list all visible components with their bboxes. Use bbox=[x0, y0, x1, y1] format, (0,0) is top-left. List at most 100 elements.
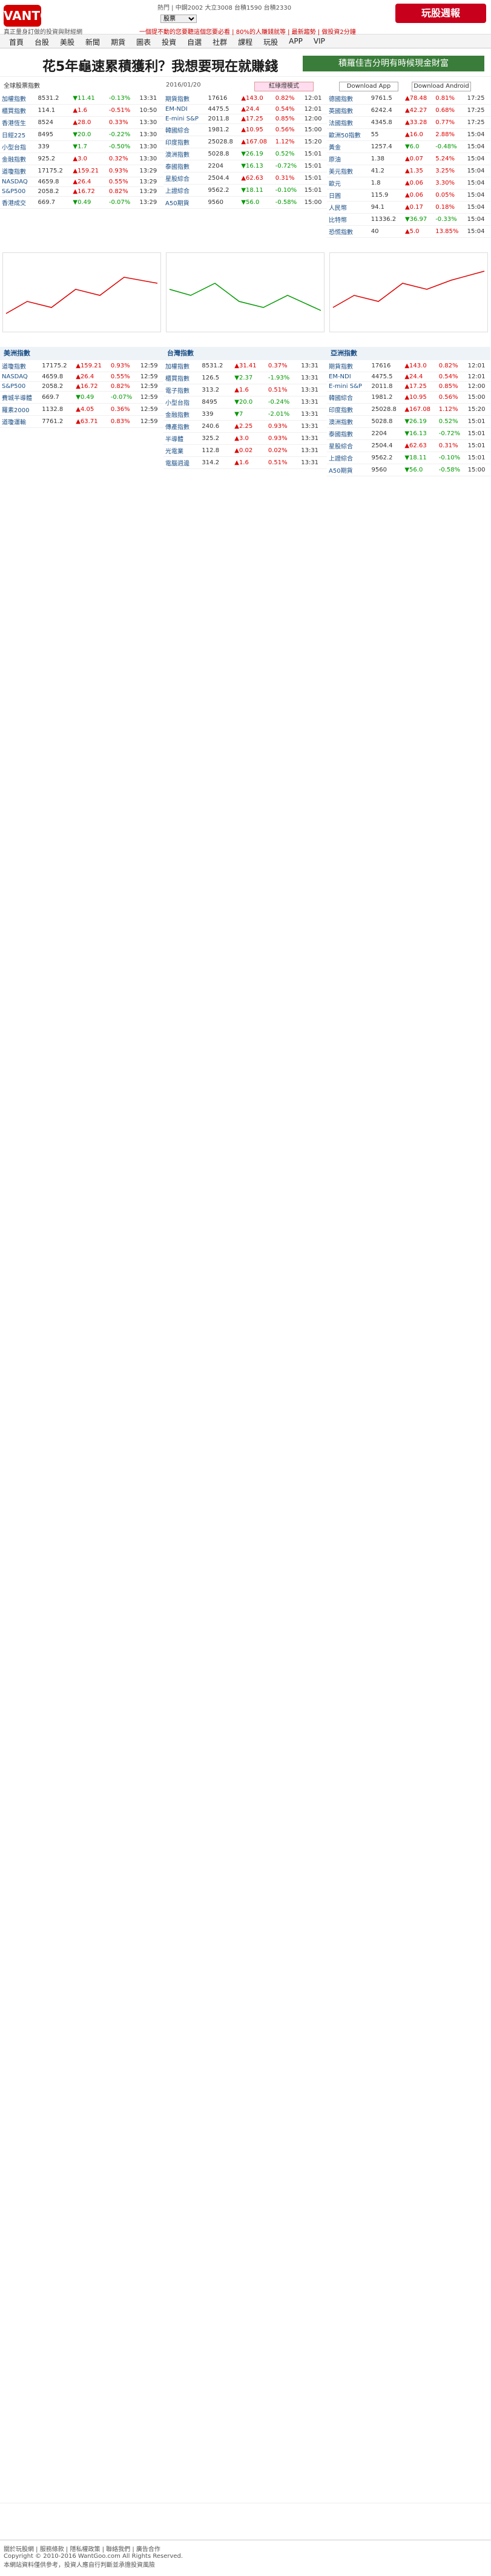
index-name[interactable]: E-mini S&P bbox=[327, 381, 370, 392]
index-row[interactable]: NASDAQ 4659.8 ▲26.4 0.55% 13:29 bbox=[0, 177, 163, 187]
index-row[interactable]: 泰國指數 2204 ▼16.13 -0.72% 15:01 bbox=[163, 160, 327, 172]
index-row[interactable]: 道瓊指數 17175.2 ▲159.21 0.93% 13:29 bbox=[0, 165, 163, 177]
index-name[interactable]: 韓國綜合 bbox=[163, 123, 206, 136]
index-row[interactable]: 法國指數 4345.8 ▲33.28 0.77% 17:25 bbox=[327, 116, 490, 129]
index-name[interactable]: 小型台指 bbox=[0, 140, 36, 153]
index-row[interactable]: 星股綜合 2504.4 ▲62.63 0.31% 15:01 bbox=[327, 439, 490, 452]
index-name[interactable]: 傳產指數 bbox=[163, 420, 200, 433]
index-name[interactable]: 期貨指數 bbox=[327, 360, 370, 372]
index-name[interactable]: 澳洲指數 bbox=[327, 415, 370, 428]
site-logo[interactable]: VANTO bbox=[4, 5, 50, 27]
nav-item[interactable]: 圖表 bbox=[136, 38, 151, 47]
index-name[interactable]: 光電業 bbox=[163, 444, 200, 457]
index-name[interactable]: 泰國指數 bbox=[327, 427, 370, 440]
index-name[interactable]: 星股綜合 bbox=[163, 172, 206, 185]
index-name[interactable]: 原油 bbox=[327, 153, 369, 165]
index-row[interactable]: 上證綜合 9562.2 ▼18.11 -0.10% 15:01 bbox=[327, 452, 490, 464]
index-row[interactable]: A50期貨 9560 ▼56.0 -0.58% 15:00 bbox=[163, 196, 327, 209]
index-name[interactable]: 櫃買指數 bbox=[163, 372, 200, 384]
index-row[interactable]: S&P500 2058.2 ▲16.72 0.82% 12:59 bbox=[0, 381, 163, 392]
index-name[interactable]: 道瓊運輸 bbox=[0, 415, 41, 428]
index-row[interactable]: 金融指數 339 ▼7 -2.01% 13:31 bbox=[163, 408, 327, 421]
index-row[interactable]: 星股綜合 2504.4 ▲62.63 0.31% 15:01 bbox=[163, 172, 327, 185]
index-name[interactable]: 電腦週邊 bbox=[163, 456, 200, 469]
index-name[interactable]: 星股綜合 bbox=[327, 439, 370, 452]
index-row[interactable]: 德國指數 9761.5 ▲78.48 0.81% 17:25 bbox=[327, 93, 490, 105]
index-row[interactable]: EM-NDI 4475.5 ▲24.4 0.54% 12:01 bbox=[163, 104, 327, 114]
index-name[interactable]: 比特幣 bbox=[327, 213, 369, 226]
mini-chart[interactable] bbox=[329, 252, 488, 332]
index-name[interactable]: 羅素2000 bbox=[0, 403, 41, 416]
index-row[interactable]: 英國指數 6242.4 ▲42.27 0.68% 17:25 bbox=[327, 104, 490, 117]
index-row[interactable]: 櫃買指數 126.5 ▼2.37 -1.93% 13:31 bbox=[163, 372, 327, 384]
index-name[interactable]: 日經225 bbox=[0, 128, 36, 141]
index-name[interactable]: 人民幣 bbox=[327, 201, 369, 214]
index-name[interactable]: NASDAQ bbox=[0, 177, 36, 187]
index-name[interactable]: 歐元 bbox=[327, 177, 369, 189]
index-row[interactable]: 期貨指數 17616 ▲143.0 0.82% 12:01 bbox=[327, 360, 490, 372]
index-name[interactable]: 日圓 bbox=[327, 189, 369, 202]
index-row[interactable]: 道瓊運輸 7761.2 ▲63.71 0.83% 12:59 bbox=[0, 415, 163, 428]
index-row[interactable]: 櫃買指數 114.1 ▲1.6 -0.51% 10:50 bbox=[0, 104, 163, 117]
index-name[interactable]: 小型台指 bbox=[163, 396, 200, 409]
ticker-text[interactable]: 熱門 | 中鋼2002 大立3008 台積1590 台積2330 bbox=[157, 5, 292, 12]
nav-item[interactable]: 社群 bbox=[213, 38, 228, 47]
index-name[interactable]: A50期貨 bbox=[163, 196, 206, 209]
index-row[interactable]: 香港恆生 8524 ▲28.0 0.33% 13:30 bbox=[0, 116, 163, 129]
index-name[interactable]: S&P500 bbox=[0, 381, 41, 392]
index-row[interactable]: 原油 1.38 ▲0.07 5.24% 15:04 bbox=[327, 153, 490, 165]
mini-chart[interactable] bbox=[166, 252, 325, 332]
index-row[interactable]: 期貨指數 17616 ▲143.0 0.82% 12:01 bbox=[163, 93, 327, 105]
index-name[interactable]: 恐慌指數 bbox=[327, 225, 369, 238]
index-name[interactable]: 美元指數 bbox=[327, 165, 369, 177]
index-name[interactable]: 法國指數 bbox=[327, 116, 369, 129]
index-row[interactable]: 澳洲指數 5028.8 ▼26.19 0.52% 15:01 bbox=[327, 415, 490, 428]
nav-item[interactable]: 新聞 bbox=[85, 38, 101, 47]
index-row[interactable]: EM-NDI 4475.5 ▲24.4 0.54% 12:01 bbox=[327, 372, 490, 382]
index-row[interactable]: 日圓 115.9 ▲0.06 0.05% 15:04 bbox=[327, 189, 490, 202]
index-row[interactable]: 韓國綜合 1981.2 ▲10.95 0.56% 15:00 bbox=[163, 123, 327, 136]
index-row[interactable]: 小型台指 339 ▼1.7 -0.50% 13:30 bbox=[0, 140, 163, 153]
footer-links[interactable]: 關於玩股網 | 服務條款 | 隱私權政策 | 聯絡我們 | 廣告合作 bbox=[4, 2546, 160, 2553]
index-row[interactable]: 美元指數 41.2 ▲1.35 3.25% 15:04 bbox=[327, 165, 490, 177]
index-row[interactable]: 恐慌指數 40 ▲5.0 13.85% 15:04 bbox=[327, 225, 490, 238]
index-name[interactable]: 電子指數 bbox=[163, 384, 200, 396]
index-row[interactable]: 電子指數 313.2 ▲1.6 0.51% 13:31 bbox=[163, 384, 327, 396]
index-row[interactable]: 印度指數 25028.8 ▲167.08 1.12% 15:20 bbox=[327, 403, 490, 416]
index-name[interactable]: 期貨指數 bbox=[163, 93, 206, 105]
index-row[interactable]: 費城半導體 669.7 ▼0.49 -0.07% 12:59 bbox=[0, 391, 163, 404]
index-name[interactable]: 加權指數 bbox=[163, 360, 200, 372]
index-row[interactable]: 韓國綜合 1981.2 ▲10.95 0.56% 15:00 bbox=[327, 391, 490, 404]
index-name[interactable]: 泰國指數 bbox=[163, 160, 206, 172]
index-row[interactable]: 傳產指數 240.6 ▲2.25 0.93% 13:31 bbox=[163, 420, 327, 433]
index-name[interactable]: 澳洲指數 bbox=[163, 148, 206, 160]
download-app-button[interactable]: Download App bbox=[339, 82, 398, 91]
mini-chart[interactable] bbox=[2, 252, 161, 332]
nav-item[interactable]: 首頁 bbox=[9, 38, 24, 47]
index-name[interactable]: E-mini S&P bbox=[163, 114, 206, 124]
nav-item[interactable]: 美股 bbox=[60, 38, 75, 47]
index-name[interactable]: 加權指數 bbox=[0, 93, 36, 105]
top-right-ad[interactable]: 玩股週報 bbox=[395, 4, 486, 23]
index-row[interactable]: E-mini S&P 2011.8 ▲17.25 0.85% 12:00 bbox=[327, 381, 490, 392]
nav-item[interactable]: 課程 bbox=[238, 38, 253, 47]
bottom-ad-area[interactable] bbox=[0, 2503, 491, 2540]
index-name[interactable]: 金融指數 bbox=[163, 408, 200, 421]
index-name[interactable]: 德國指數 bbox=[327, 93, 369, 105]
index-name[interactable]: 金融指數 bbox=[0, 153, 36, 165]
index-name[interactable]: NASDAQ bbox=[0, 372, 41, 382]
index-name[interactable]: 香港恆生 bbox=[0, 116, 36, 129]
index-name[interactable]: 半導體 bbox=[163, 432, 200, 445]
nav-item[interactable]: VIP bbox=[313, 37, 325, 45]
index-name[interactable]: A50期貨 bbox=[327, 464, 370, 476]
index-row[interactable]: NASDAQ 4659.8 ▲26.4 0.55% 12:59 bbox=[0, 372, 163, 382]
index-row[interactable]: 歐洲50指數 55 ▲16.0 2.88% 15:04 bbox=[327, 128, 490, 141]
nav-item[interactable]: 期貨 bbox=[111, 38, 126, 47]
index-row[interactable]: E-mini S&P 2011.8 ▲17.25 0.85% 12:00 bbox=[163, 114, 327, 124]
index-row[interactable]: 加權指數 8531.2 ▼11.41 -0.13% 13:31 bbox=[0, 93, 163, 105]
index-row[interactable]: 上證綜合 9562.2 ▼18.11 -0.10% 15:01 bbox=[163, 184, 327, 197]
download-android-button[interactable]: Download Android bbox=[412, 82, 471, 91]
nav-item[interactable]: 台股 bbox=[35, 38, 50, 47]
index-row[interactable]: 金融指數 925.2 ▲3.0 0.32% 13:30 bbox=[0, 153, 163, 165]
index-row[interactable]: 電腦週邊 314.2 ▲1.6 0.51% 13:31 bbox=[163, 456, 327, 469]
